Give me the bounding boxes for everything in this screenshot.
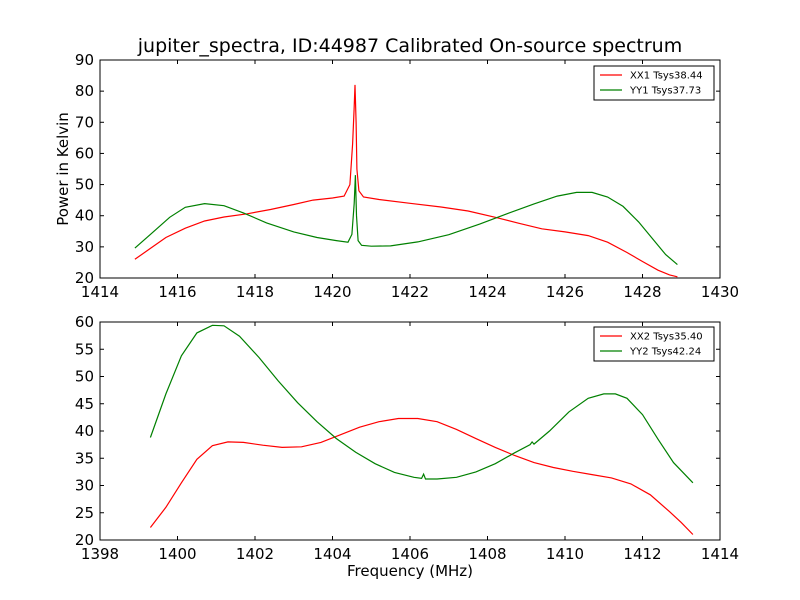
legend-entry-label: XX1 Tsys38.44 xyxy=(630,71,703,82)
y-tick-label: 60 xyxy=(75,144,94,162)
legend: XX2 Tsys35.40 YY2 Tsys42.24 xyxy=(593,326,715,362)
y-tick-label: 50 xyxy=(75,176,94,194)
legend-entry-label: YY1 Tsys37.73 xyxy=(629,86,701,97)
y-tick-label: 25 xyxy=(75,504,94,522)
x-tick-label: 1410 xyxy=(546,545,584,563)
legend-entry-label: YY2 Tsys42.24 xyxy=(629,347,701,358)
x-tick-label: 1414 xyxy=(701,545,739,563)
y-tick-label: 30 xyxy=(75,477,94,495)
x-tick-label: 1404 xyxy=(313,545,351,563)
y-tick-label: 30 xyxy=(75,238,94,256)
x-tick-label: 1402 xyxy=(236,545,274,563)
series-line-yy xyxy=(134,175,678,266)
series-line-xx xyxy=(149,417,694,535)
bottom-panel: 1398 1400 1402 1404 1406 1408 1410 1412 1414 20 25… xyxy=(75,313,739,580)
y-tick-label: 35 xyxy=(75,449,94,467)
y-tick-label: 20 xyxy=(75,269,94,287)
y-tick-label: 50 xyxy=(75,368,94,386)
y-tick-label: 45 xyxy=(75,395,94,413)
y-tick-label: 20 xyxy=(75,531,94,549)
y-tick-label: 70 xyxy=(75,113,94,131)
x-tick-label: 1426 xyxy=(546,283,584,301)
legend-box xyxy=(593,326,715,362)
x-tick-label: 1416 xyxy=(158,283,196,301)
x-tick-label: 1422 xyxy=(391,283,429,301)
y-tick-label: 90 xyxy=(75,51,94,69)
y-tick-label: 60 xyxy=(75,313,94,331)
x-tick-label: 1400 xyxy=(158,545,196,563)
x-tick-label: 1414 xyxy=(81,283,119,301)
x-tick-label: 1408 xyxy=(468,545,506,563)
x-tick-label: 1430 xyxy=(701,283,739,301)
series-line-yy xyxy=(149,324,694,484)
x-tick-label: 1412 xyxy=(623,545,661,563)
x-tick-label: 1406 xyxy=(391,545,429,563)
x-tick-label: 1428 xyxy=(623,283,661,301)
x-tick-label: 1424 xyxy=(468,283,506,301)
y-tick-label: 40 xyxy=(75,207,94,225)
series-line-xx xyxy=(134,84,678,278)
top-panel: 1414 1416 1418 1420 1422 1424 1426 1428 1430 20 30… xyxy=(54,51,739,301)
y-axis-label: Power in Kelvin xyxy=(54,112,72,226)
x-tick-label: 1398 xyxy=(81,545,119,563)
x-tick-label: 1418 xyxy=(236,283,274,301)
y-tick-label: 40 xyxy=(75,422,94,440)
y-tick-label: 55 xyxy=(75,340,94,358)
legend-box xyxy=(593,65,715,101)
y-tick-label: 80 xyxy=(75,82,94,100)
chart-title: jupiter_spectra, ID:44987 Calibrated On-… xyxy=(137,35,682,57)
legend-entry-label: XX2 Tsys35.40 xyxy=(630,332,703,343)
x-axis-label: Frequency (MHz) xyxy=(347,562,473,580)
legend: XX1 Tsys38.44 YY1 Tsys37.73 xyxy=(593,65,715,101)
x-tick-label: 1420 xyxy=(313,283,351,301)
